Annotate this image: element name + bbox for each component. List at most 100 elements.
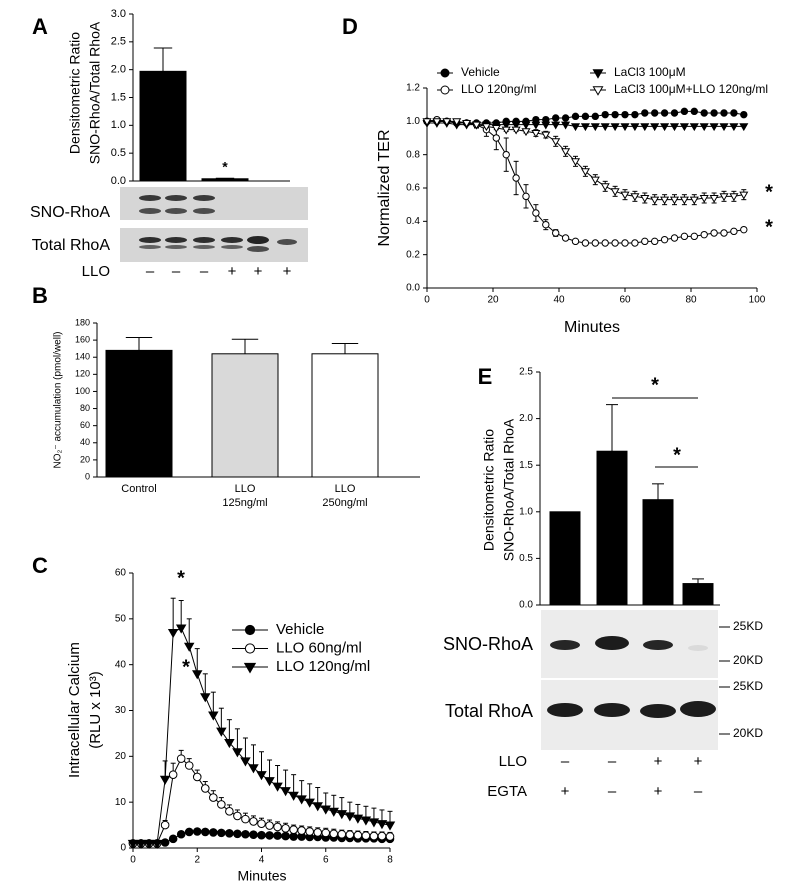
marker [249, 817, 258, 826]
x-tick-label: 6 [323, 855, 329, 866]
marker [601, 110, 609, 119]
y-tick-label: 0.8 [406, 149, 420, 160]
marker [600, 183, 610, 192]
marker [344, 812, 356, 822]
marker [296, 795, 307, 805]
blot-band [680, 701, 716, 717]
marker [442, 118, 452, 127]
bar [311, 353, 379, 478]
marker [160, 820, 170, 830]
annotation: * [182, 656, 190, 678]
marker [377, 831, 387, 841]
marker [710, 229, 718, 237]
y-tick-label: 1.5 [111, 91, 126, 103]
marker [432, 118, 442, 127]
marker [611, 110, 619, 119]
marker [630, 123, 640, 132]
marker [492, 134, 500, 142]
marker [471, 121, 482, 130]
blot-image [120, 187, 308, 220]
marker [709, 194, 719, 203]
row-sign: – [172, 263, 181, 280]
marker [551, 121, 561, 130]
marker [352, 814, 364, 824]
row-label: LLO [82, 263, 110, 280]
row-sign: – [608, 753, 617, 770]
marker [232, 748, 243, 758]
marker [280, 787, 291, 797]
legend-label: LLO 120ng/ml [461, 82, 536, 96]
y-tick-label: 160 [75, 334, 90, 344]
marker [690, 107, 698, 116]
y-tick-label: 100 [75, 386, 90, 396]
marker [660, 196, 670, 205]
marker [384, 821, 396, 831]
blot-band [139, 245, 161, 249]
marker [225, 807, 234, 816]
marker [216, 727, 227, 737]
x-tick-label: 125ng/ml [222, 497, 267, 509]
blot-band [221, 237, 243, 243]
y-tick-label: 2.0 [111, 64, 126, 76]
marker [590, 123, 600, 132]
bar [139, 70, 187, 182]
y-axis-label: Normalized TER [376, 129, 393, 246]
marker [551, 138, 561, 147]
marker [312, 802, 323, 812]
marker [521, 121, 531, 130]
blot-band [221, 245, 243, 249]
marker [740, 110, 748, 119]
y-tick-label: 0.5 [111, 147, 126, 159]
marker [730, 109, 738, 117]
marker [159, 775, 171, 785]
marker [265, 821, 274, 830]
marker [385, 832, 395, 841]
marker [273, 822, 282, 832]
marker [151, 839, 163, 849]
marker [209, 828, 218, 837]
blot-band [165, 245, 187, 249]
legend-marker [592, 86, 604, 96]
marker [699, 123, 709, 132]
marker [561, 148, 571, 157]
marker [176, 829, 186, 839]
marker [184, 827, 194, 837]
row-label: EGTA [487, 783, 527, 800]
marker [249, 830, 258, 840]
marker [720, 229, 728, 237]
marker [360, 816, 372, 826]
marker [621, 110, 629, 119]
y-axis-label: SNO-RhoA/Total RhoA [501, 418, 517, 561]
bar [642, 499, 674, 606]
y-tick-label: 0.0 [406, 283, 420, 294]
size-marker: 20KD [733, 653, 763, 667]
marker [135, 839, 147, 849]
marker [192, 772, 202, 782]
marker [720, 109, 728, 117]
blot-band [139, 237, 161, 243]
marker [641, 109, 649, 117]
marker [320, 805, 331, 815]
marker [669, 196, 680, 205]
marker [353, 830, 363, 840]
marker [265, 831, 274, 840]
x-axis-label: Minutes [237, 868, 286, 884]
y-tick-label: 2.5 [111, 36, 126, 48]
marker [571, 112, 580, 121]
row-sign: + [254, 263, 263, 280]
marker [610, 123, 620, 132]
blot-band [643, 640, 673, 650]
marker [630, 193, 640, 202]
y-tick-label: 0.2 [406, 249, 420, 260]
y-tick-label: 2.0 [519, 413, 533, 424]
annotation: * [651, 374, 659, 396]
y-tick-label: 0 [120, 843, 126, 854]
y-tick-label: 80 [80, 403, 90, 413]
bar [201, 178, 249, 182]
marker [689, 123, 699, 132]
marker [709, 123, 719, 132]
marker [689, 196, 699, 205]
legend-marker [592, 69, 604, 79]
y-tick-label: 2.5 [519, 367, 533, 378]
marker [660, 235, 669, 244]
